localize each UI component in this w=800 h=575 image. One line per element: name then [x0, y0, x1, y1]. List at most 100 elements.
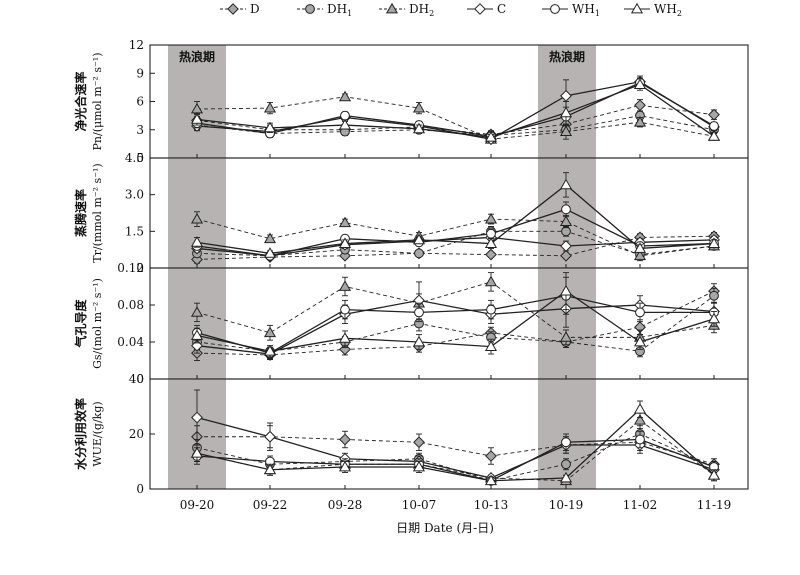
y-tick-label-pn-1: 3: [136, 123, 144, 137]
y-axis-label-cn-gs: 气孔导度: [73, 299, 88, 349]
point-gs-WH2-2: [338, 332, 352, 343]
y-tick-label-gs-2: 0.08: [117, 298, 144, 312]
x-tick-label-0: 09-20: [180, 498, 215, 512]
point-pn-WH1-7: [709, 121, 719, 131]
point-wue-WH1-6: [635, 434, 645, 445]
legend-item-WH2: WH2: [624, 2, 682, 18]
point-tr-WH2-6: [633, 242, 647, 253]
y-axis-label-gs: 气孔导度 Gs/(mol m⁻² s⁻¹): [73, 278, 104, 369]
point-pn-WH2-0: [190, 113, 204, 124]
panel-pn: 热浪期 热浪期 0 3 6 9 12 净光合速率 Pn/(μmol m⁻² s⁻¹): [73, 38, 749, 165]
point-tr-WH2-2: [338, 237, 352, 248]
point-gs-DH2-4: [484, 275, 498, 287]
point-pn-DH2-3: [412, 101, 426, 113]
point-pn-DH2-1: [263, 101, 277, 113]
series-line-wue-D: [197, 436, 715, 465]
y-tick-label-tr-3: 4.5: [125, 151, 144, 165]
point-wue-D-3: [413, 436, 425, 449]
series-line-tr-D: [196, 235, 715, 260]
series-line-wue-C: [196, 416, 715, 479]
point-gs-WH2-4: [484, 340, 498, 352]
point-tr-DH2-2: [338, 216, 352, 228]
legend-subscript-WH1: 1: [595, 9, 600, 18]
point-wue-WH2-0: [190, 447, 204, 458]
series-line-wue-WH1: [196, 438, 715, 482]
point-pn-WH2-3: [412, 122, 426, 134]
point-pn-DH2-0: [190, 102, 204, 114]
point-pn-WH2-4: [484, 131, 498, 142]
y-tick-label-wue-1: 20: [129, 427, 144, 441]
series-gs-WH2: [190, 272, 721, 358]
legend-subscript-WH2: 2: [677, 9, 682, 18]
series-line-pn-WH2: [196, 83, 715, 138]
legend-label-DH2: DH2: [409, 2, 434, 18]
legend-label-D: D: [250, 2, 260, 16]
point-gs-WH1-4: [486, 304, 496, 315]
series-wue-WH2: [190, 400, 721, 486]
point-tr-WH2-4: [484, 237, 498, 248]
point-wue-D-4: [485, 450, 497, 462]
y-tick-label-pn-4: 12: [129, 38, 144, 52]
legend-item-DH2: DH2: [379, 2, 434, 18]
y-tick-label-pn-0: 0: [136, 151, 144, 165]
point-gs-WH2-1: [263, 345, 277, 356]
point-wue-C-1: [264, 430, 276, 443]
point-wue-DH1-5: [561, 459, 571, 470]
x-tick-label-1: 09-22: [253, 498, 288, 512]
series-line-gs-WH1: [196, 295, 714, 354]
point-gs-WH2-0: [190, 329, 204, 340]
point-gs-WH1-3: [414, 307, 424, 318]
point-tr-DH1-5: [561, 226, 571, 237]
point-wue-WH2-2: [338, 460, 352, 472]
point-wue-WH2-6: [633, 403, 647, 414]
point-wue-DH2-6: [633, 414, 647, 425]
point-gs-DH2-1: [263, 326, 277, 338]
y-axis-label-cn-pn: 净光合速率: [73, 71, 88, 131]
point-wue-WH2-7: [707, 469, 721, 480]
point-gs-D-2: [339, 343, 351, 356]
y-tick-label-tr-1: 1.5: [125, 224, 144, 238]
point-pn-DH2-5: [559, 125, 573, 137]
point-tr-WH1-4: [486, 228, 496, 239]
point-tr-D-5: [560, 249, 572, 262]
legend-label-WH2: WH2: [654, 2, 682, 18]
y-tick-label-pn-2: 6: [136, 95, 144, 109]
point-tr-WH2-5: [559, 178, 573, 190]
heat-wave-label-1: 热浪期: [549, 49, 585, 64]
y-tick-label-gs-3: 0.12: [117, 261, 144, 275]
point-pn-WH2-1: [263, 121, 277, 133]
point-pn-WH2-7: [707, 130, 721, 141]
series-line-tr-C: [196, 236, 715, 257]
legend-marker-DH1: [305, 4, 315, 14]
y-axis-label-cn-tr: 蒸腾速率: [73, 189, 88, 237]
x-tick-label-7: 11-19: [697, 498, 732, 512]
point-tr-DH2-1: [263, 232, 277, 244]
legend-item-D: D: [220, 2, 260, 16]
point-gs-WH1-6: [635, 307, 645, 318]
x-tick-label-6: 11-02: [623, 498, 658, 512]
legend-item-DH1: DH1: [297, 2, 352, 18]
point-pn-WH2-6: [633, 78, 647, 89]
y-axis-label-unit-pn: Pn/(μmol m⁻² s⁻¹): [91, 53, 104, 151]
point-wue-D-2: [339, 433, 351, 446]
series-line-gs-D: [196, 290, 715, 356]
series-line-pn-DH2: [196, 96, 715, 140]
point-pn-D-6: [634, 99, 646, 112]
y-tick-label-pn-3: 9: [136, 66, 144, 80]
point-wue-WH1-5: [561, 437, 571, 448]
point-tr-DH2-5: [559, 215, 573, 226]
x-axis-title: 日期 Date (月-日): [396, 521, 494, 535]
legend-subscript-DH2: 2: [429, 9, 434, 18]
x-tick-label-2: 09-28: [328, 498, 363, 512]
series-line-tr-WH2: [196, 184, 715, 254]
heat-wave-band-gs-0: [168, 268, 226, 379]
y-axis-label-wue: 水分利用效率 WUE/(g/kg): [73, 398, 104, 470]
series-line-pn-WH1: [196, 81, 715, 138]
legend-marker-WH2: [630, 2, 644, 14]
heat-wave-label-0: 热浪期: [179, 49, 215, 64]
y-axis-label-pn: 净光合速率 Pn/(μmol m⁻² s⁻¹): [73, 53, 104, 151]
x-tick-label-5: 10-19: [549, 498, 584, 512]
